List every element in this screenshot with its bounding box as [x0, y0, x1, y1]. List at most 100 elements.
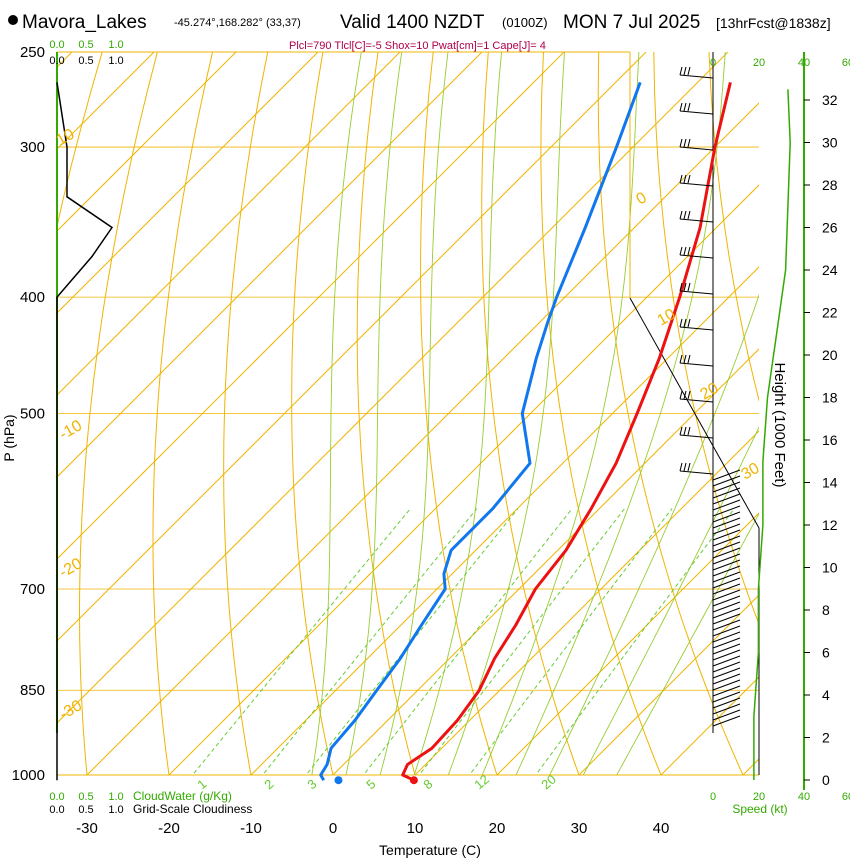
dewpoint-profile	[319, 81, 642, 781]
isotherm-line	[57, 52, 565, 560]
wind-barb	[712, 703, 741, 715]
height-tick-label: 20	[822, 347, 838, 363]
chart-header: Mavora_Lakes -45.274°,168.282° (33,37) V…	[8, 12, 831, 52]
dry-adiabat-line	[152, 52, 213, 775]
cloudiness-profile	[56, 82, 114, 781]
wind-speed-profile	[753, 89, 791, 780]
wind-barb	[712, 643, 741, 655]
speed-top-tick: 60	[842, 57, 850, 69]
cloudiness-top-tick: 1.0	[108, 55, 123, 67]
cloudiness-bottom-tick: 0.0	[49, 804, 64, 816]
moist-adiabat-line	[379, 52, 449, 775]
wind-barb	[712, 631, 741, 643]
wind-barb	[712, 535, 741, 547]
mixing-ratio-line	[468, 508, 673, 775]
temperature-tick-label: 10	[407, 820, 424, 837]
wind-barb	[712, 697, 741, 709]
isotherm-line	[57, 52, 237, 232]
wind-barb	[712, 619, 741, 631]
wind-barb	[679, 174, 714, 187]
pressure-tick-label: 700	[20, 581, 45, 598]
moist-adiabat-line	[447, 52, 565, 775]
temperature-tick-label: 30	[571, 820, 588, 837]
isotherm-line	[57, 52, 729, 724]
mixing-ratio-line	[362, 508, 573, 775]
speed-top-tick: 40	[798, 57, 810, 69]
isotherm-label: -20	[57, 555, 86, 581]
wind-barb	[712, 505, 741, 517]
height-axis-label: Height (1000 Feet)	[771, 362, 788, 487]
wind-barb	[712, 673, 741, 685]
wind-barb	[679, 462, 714, 475]
isotherm-label: 10	[655, 306, 679, 330]
dry-adiabat-line	[540, 52, 662, 775]
valid-time: Valid 1400 NZDT	[340, 12, 485, 33]
moist-adiabat-line	[582, 426, 759, 775]
speed-bottom-tick: 20	[753, 791, 765, 803]
wind-barb	[712, 475, 741, 487]
height-tick-label: 32	[822, 92, 838, 108]
wind-barb	[712, 511, 741, 523]
height-tick-label: 18	[822, 390, 838, 406]
cloudiness-bottom-tick: 1.0	[108, 804, 123, 816]
wind-barb	[712, 571, 741, 583]
wind-barb	[712, 667, 741, 679]
wind-barb	[679, 282, 714, 295]
mixing-ratio-line	[535, 508, 735, 775]
station-dot-icon	[8, 15, 18, 25]
wind-barb	[712, 709, 741, 721]
cloudwater-bottom-tick: 0.0	[49, 791, 64, 803]
height-tick-label: 14	[822, 475, 838, 491]
surface-dewpoint-marker	[334, 776, 343, 785]
wind-barb	[712, 553, 741, 565]
wind-barb	[712, 517, 741, 529]
height-tick-label: 16	[822, 432, 838, 448]
wind-barb	[712, 637, 741, 649]
height-tick-label: 28	[822, 177, 838, 193]
height-tick-label: 24	[822, 262, 838, 278]
temperature-tick-label: 20	[489, 820, 506, 837]
wind-barb	[679, 318, 714, 331]
height-tick-label: 30	[822, 135, 838, 151]
moist-adiabat-line	[413, 52, 503, 775]
isotherm-line	[578, 594, 759, 775]
wind-barb	[679, 426, 714, 439]
dry-adiabat-line	[57, 52, 103, 229]
dry-adiabat-line	[708, 52, 759, 403]
wind-barb	[679, 102, 714, 115]
wind-barbs	[679, 66, 741, 727]
dry-adiabat-line	[356, 52, 416, 775]
speed-top-tick: 20	[753, 57, 765, 69]
mixing-ratio-label: 5	[363, 776, 378, 792]
profiles	[56, 81, 791, 785]
wind-barb	[712, 595, 741, 607]
moist-adiabat-line	[311, 52, 362, 775]
pressure-tick-label: 500	[20, 406, 45, 423]
dry-adiabat-line	[597, 52, 744, 775]
isotherm-line	[414, 430, 759, 775]
isotherm-label: 30	[739, 460, 763, 484]
height-tick-label: 10	[822, 560, 838, 576]
wind-barb	[712, 649, 741, 661]
temperature-tick-label: -20	[158, 820, 180, 837]
pressure-tick-label: 850	[20, 682, 45, 699]
isotherm-line	[332, 348, 759, 775]
date-label: MON 7 Jul 2025	[563, 12, 700, 33]
isotherm-label: 20	[698, 380, 722, 404]
height-tick-label: 26	[822, 220, 838, 236]
wind-barb	[712, 565, 741, 577]
isotherm-label: 0	[634, 189, 650, 208]
wind-barb	[712, 469, 741, 481]
cloudiness-bottom-tick: 0.5	[78, 804, 93, 816]
wind-barb	[712, 589, 741, 601]
wind-barb	[712, 493, 741, 505]
isotherm-line	[496, 512, 759, 775]
cloudwater-top-tick: 1.0	[108, 39, 123, 51]
wind-barb	[712, 685, 741, 697]
mixing-ratio-line	[261, 508, 478, 775]
pressure-tick-label: 400	[20, 289, 45, 306]
wind-barb	[679, 390, 714, 403]
wind-barb	[712, 559, 741, 571]
moist-adiabat-line	[515, 52, 726, 775]
